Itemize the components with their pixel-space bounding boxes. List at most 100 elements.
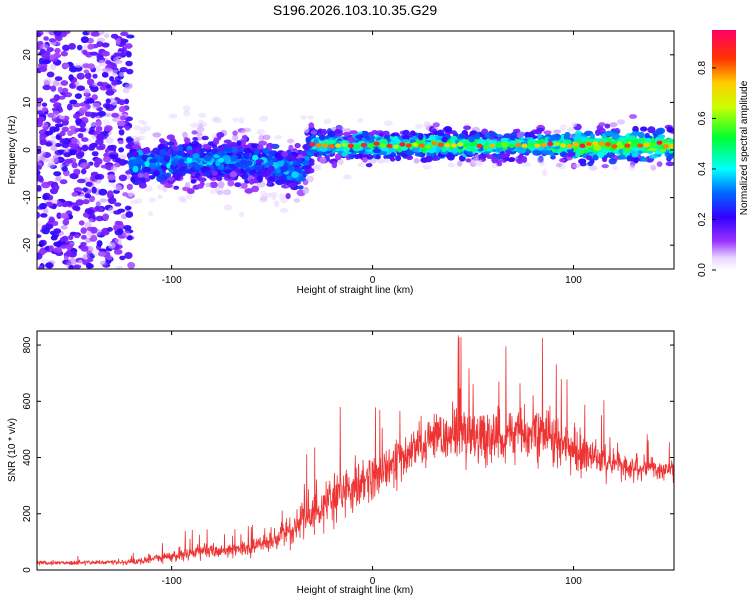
spectrogram-cell: [37, 170, 41, 176]
spectrogram-cell: [130, 176, 137, 183]
spectrogram-cell: [50, 235, 58, 241]
spectrogram-cell: [124, 43, 133, 49]
spectrogram-cell: [218, 157, 225, 163]
spectrogram-cell: [223, 189, 232, 196]
spectrogram-cell: [323, 118, 332, 124]
spectrogram-cell: [87, 43, 95, 50]
spectrogram-cell: [53, 31, 62, 36]
spectrogram-cell: [61, 87, 69, 94]
spectrogram-cell: [37, 145, 42, 151]
spectrogram-cell: [86, 209, 95, 215]
spectrogram-cell: [125, 211, 134, 218]
spectrogram-cell: [216, 132, 225, 138]
spectrogram-cell: [588, 165, 598, 171]
spectrogram-cell: [230, 154, 236, 162]
spectrogram-cell: [101, 50, 110, 57]
spectrogram-cell: [37, 252, 43, 260]
spectrogram-cell: [198, 148, 205, 153]
spectrogram-cell: [204, 170, 211, 177]
spectrogram-cell: [308, 122, 315, 129]
spectrogram-cell: [54, 177, 61, 182]
spectrogram-cell: [124, 125, 131, 131]
spectrogram-cell: [96, 40, 104, 48]
spectrogram-cell: [166, 141, 175, 146]
spectrogram-cell: [113, 249, 123, 255]
spectrogram-cell: [118, 159, 127, 166]
spectrogram-cell: [76, 44, 83, 51]
spectrogram-cell: [90, 234, 97, 240]
spectrogram-cell: [246, 160, 253, 166]
spectrogram-cell: [555, 162, 563, 168]
spectrogram-cell: [44, 130, 54, 136]
spectrogram-cell: [84, 72, 92, 80]
spectrogram-cell: [598, 122, 606, 127]
spectrogram-cell: [253, 164, 263, 170]
spectrogram-cell: [197, 123, 204, 129]
spectrogram-cell: [227, 179, 235, 187]
spectrogram-cell: [156, 175, 165, 183]
spectrogram-cell: [102, 119, 111, 126]
spectrogram-cell: [60, 224, 68, 230]
spectrogram-cell: [139, 177, 146, 183]
spectrogram-cell: [602, 157, 608, 162]
spectrogram-cell: [127, 190, 134, 197]
spectrogram-cell: [54, 76, 63, 81]
spectrogram-cell: [143, 172, 150, 179]
spectrogram-cell: [113, 184, 122, 191]
spectrogram-cell: [53, 110, 60, 117]
spectrogram-cell: [471, 158, 480, 165]
spectrogram-cell: [125, 206, 132, 210]
spectrogram-cell: [601, 164, 609, 169]
spectrogram-cell: [87, 257, 94, 263]
spectrogram-cell: [39, 129, 45, 135]
spectrogram-cell: [211, 170, 218, 176]
spectrogram-cell: [108, 197, 117, 205]
spectrogram-cell: [507, 157, 515, 162]
spectrogram-cell: [191, 161, 198, 167]
spectrogram-cell: [81, 137, 89, 142]
spectrogram-cell: [55, 135, 61, 140]
spectrogram-cell: [111, 79, 118, 86]
spectrogram-cell: [424, 155, 433, 163]
spectrogram-cell: [83, 88, 90, 96]
spectrogram-cell: [301, 165, 310, 170]
spectrogram-cell: [278, 193, 286, 200]
spectrogram-cell: [589, 133, 595, 140]
spectrogram-cell: [205, 182, 212, 188]
spectrogram-cell: [183, 105, 191, 113]
spectrogram-cell: [553, 129, 562, 134]
spectrogram-cell: [41, 107, 49, 112]
spectrogram-cell: [132, 151, 139, 158]
spectrogram-cell: [139, 127, 146, 135]
spectrogram-cell: [66, 103, 73, 111]
spectrogram-cell: [165, 172, 172, 178]
spectrogram-cell: [143, 166, 151, 173]
spectrogram-cell: [592, 154, 599, 161]
spectrogram-cell: [42, 208, 49, 214]
spectrogram-cell: [122, 87, 130, 94]
spectrogram-cell: [68, 74, 74, 81]
spectrogram-cell: [533, 129, 543, 135]
spectrogram-cell: [285, 193, 291, 200]
spectrogram-cell: [93, 151, 99, 157]
spectrogram-cell: [88, 218, 94, 223]
spectrogram-cell: [71, 192, 79, 197]
spectrogram-cell: [628, 164, 636, 172]
spectrogram-cell: [97, 251, 106, 257]
spectrogram-cell: [47, 112, 55, 118]
spectrogram-cell: [68, 65, 78, 73]
spectrogram-cell: [279, 208, 289, 213]
spectrogram-cell: [96, 145, 105, 151]
spectrogram-cell: [39, 139, 47, 146]
spectrogram-cell: [178, 158, 185, 166]
spectrogram-cell: [118, 140, 124, 145]
spectrogram-cell: [78, 220, 85, 226]
spectrogram-cell: [301, 160, 310, 166]
spectrogram-cell: [173, 169, 181, 176]
spectrogram-cell: [499, 153, 509, 158]
spectrogram-cell: [56, 201, 63, 207]
spectrogram-cell: [395, 155, 402, 162]
spectrogram-cell: [50, 85, 57, 92]
spectrogram-cell: [349, 154, 355, 160]
spectrogram-cell: [58, 114, 65, 120]
